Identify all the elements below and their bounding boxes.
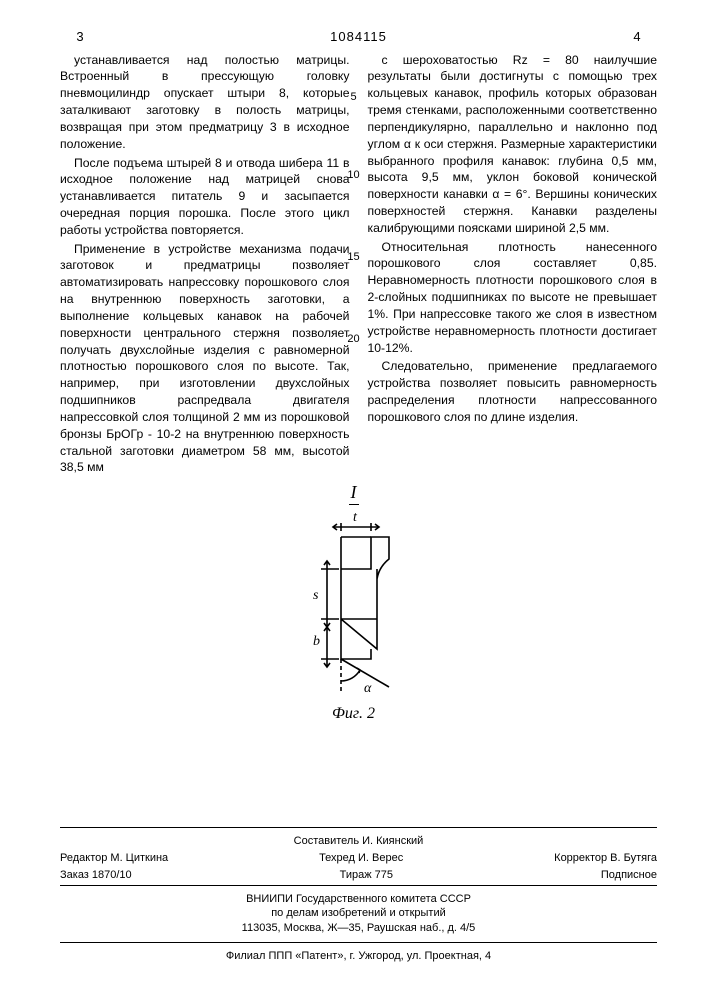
text-columns: устанавливается над полостью матрицы. Вс… (60, 52, 657, 479)
footer-credits-row: Редактор М. Циткина Техред И. Верес Корр… (60, 851, 657, 866)
footer-addr-block: Филиал ППП «Патент», г. Ужгород, ул. Про… (60, 949, 657, 964)
paragraph: Применение в устройстве механизма подачи… (60, 241, 350, 477)
patent-page: 3 1084115 4 5 10 15 20 устанавливается н… (0, 0, 707, 1000)
paragraph: с шероховатостью Rz = 80 наилучшие резул… (368, 52, 658, 237)
footer-tirazh: Тираж 775 (340, 868, 393, 883)
footer-addr2: Филиал ППП «Патент», г. Ужгород, ул. Про… (60, 949, 657, 964)
footer-rule (60, 942, 657, 943)
footer-addr1: 113035, Москва, Ж—35, Раушская наб., д. … (60, 921, 657, 936)
line-marker-15: 15 (344, 250, 364, 265)
footer-order: Заказ 1870/10 (60, 868, 132, 883)
footer-compiler: Составитель И. Киянский (60, 834, 657, 849)
label-t: t (353, 510, 358, 525)
footer-corrector: Корректор В. Бутяга (554, 851, 657, 866)
paragraph: Относительная плотность нанесенного поро… (368, 239, 658, 357)
footer-rule (60, 827, 657, 828)
figure-title: I (349, 480, 359, 505)
footer-tech: Техред И. Верес (319, 851, 403, 866)
line-marker-20: 20 (344, 332, 364, 347)
document-number: 1084115 (100, 28, 617, 46)
right-column: с шероховатостью Rz = 80 наилучшие резул… (368, 52, 658, 479)
footer-editor: Редактор М. Циткина (60, 851, 168, 866)
footer-org1: ВНИИПИ Государственного комитета СССР (60, 892, 657, 907)
paragraph: После подъема штырей 8 и отвода шибера 1… (60, 155, 350, 239)
label-s: s (313, 588, 319, 603)
header-row: 3 1084115 4 (60, 28, 657, 46)
label-b: b (313, 634, 320, 649)
footer-order-row: Заказ 1870/10 Тираж 775 Подписное (60, 868, 657, 883)
page-number-right: 4 (617, 28, 657, 46)
footer-rule (60, 885, 657, 886)
page-number-left: 3 (60, 28, 100, 46)
paragraph: Следовательно, применение предлагаемого … (368, 358, 658, 425)
footer-org-block: ВНИИПИ Государственного комитета СССР по… (60, 892, 657, 937)
figure-caption: Фиг. 2 (0, 703, 707, 725)
left-column: устанавливается над полостью матрицы. Вс… (60, 52, 350, 479)
figure-diagram: t s b α (279, 509, 429, 699)
figure-area: I (0, 480, 707, 725)
line-marker-10: 10 (344, 168, 364, 183)
footer: Составитель И. Киянский Редактор М. Цитк… (60, 827, 657, 964)
line-marker-5: 5 (344, 90, 364, 105)
footer-org2: по делам изобретений и открытий (60, 906, 657, 921)
paragraph: устанавливается над полостью матрицы. Вс… (60, 52, 350, 153)
footer-podpisnoe: Подписное (601, 868, 657, 883)
label-alpha: α (364, 681, 372, 696)
